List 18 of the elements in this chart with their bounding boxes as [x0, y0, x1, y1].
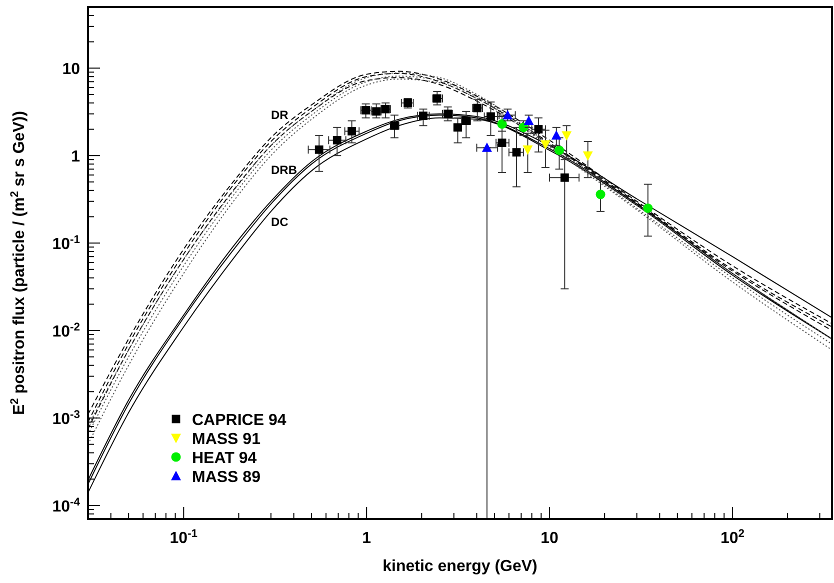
- x-tick-label: 1: [362, 530, 372, 547]
- annotation: DR: [271, 108, 289, 122]
- legend-label: HEAT 94: [192, 450, 257, 467]
- legend-label: CAPRICE 94: [192, 412, 286, 429]
- annotation: DRB: [271, 163, 298, 177]
- x-tick-label: 10$^{2}$: [720, 528, 744, 547]
- y-tick-label: 10$^{-3}$: [52, 408, 80, 428]
- x-axis-title: kinetic energy (GeV): [382, 558, 538, 575]
- legend-label: MASS 89: [192, 469, 261, 486]
- x-tick-label: 10$^{-1}$: [170, 528, 198, 547]
- y-tick-label: 10$^{-2}$: [52, 322, 80, 341]
- annotation: DC: [271, 215, 289, 229]
- x-tick-label: 10: [540, 530, 559, 547]
- y-tick-label: 10$^{-1}$: [52, 234, 80, 254]
- y-tick-label: 10$^{-4}$: [52, 496, 81, 516]
- y-tick-label: 10: [62, 61, 80, 78]
- legend-label: MASS 91: [192, 431, 261, 448]
- y-tick-label: 1: [71, 148, 80, 166]
